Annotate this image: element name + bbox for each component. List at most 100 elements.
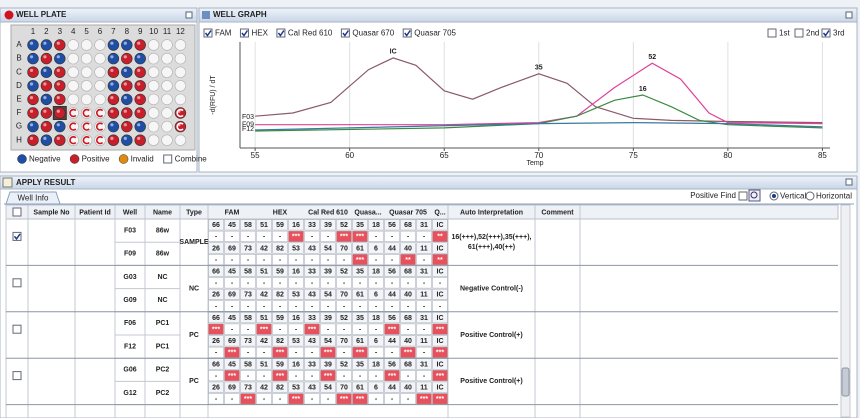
well[interactable] (174, 66, 187, 78)
well[interactable] (54, 134, 66, 146)
well[interactable] (107, 134, 120, 146)
well[interactable] (161, 66, 173, 78)
well[interactable] (134, 39, 146, 51)
well[interactable] (94, 93, 106, 106)
well[interactable] (161, 52, 173, 65)
well[interactable] (174, 52, 187, 65)
well[interactable] (94, 66, 106, 78)
well[interactable] (80, 39, 93, 51)
well[interactable] (107, 52, 120, 65)
checkbox[interactable] (203, 28, 213, 38)
well[interactable] (161, 80, 173, 92)
radio[interactable] (805, 191, 815, 201)
checkbox[interactable] (767, 28, 777, 38)
well[interactable] (40, 39, 53, 51)
panel-button[interactable] (845, 11, 853, 19)
well[interactable] (121, 66, 133, 78)
well[interactable] (134, 107, 146, 119)
well[interactable] (27, 134, 39, 146)
well[interactable] (40, 107, 53, 119)
checkbox[interactable] (163, 154, 173, 164)
well[interactable] (121, 120, 133, 133)
well[interactable] (80, 52, 93, 65)
well[interactable] (161, 120, 173, 133)
well[interactable] (54, 80, 66, 92)
tab[interactable] (5, 191, 61, 205)
checkbox[interactable] (821, 28, 831, 38)
well[interactable] (67, 66, 79, 78)
well[interactable] (40, 93, 53, 106)
checkbox[interactable] (239, 28, 249, 38)
well[interactable] (147, 66, 160, 78)
well[interactable] (107, 66, 120, 78)
well[interactable] (67, 39, 79, 51)
well[interactable] (121, 93, 133, 106)
well[interactable] (54, 66, 66, 78)
checkbox[interactable] (12, 207, 22, 217)
well[interactable] (121, 107, 133, 119)
well[interactable] (67, 52, 79, 65)
checkbox[interactable] (402, 28, 412, 38)
well[interactable] (134, 52, 146, 65)
well[interactable] (121, 134, 133, 146)
well[interactable] (54, 52, 66, 65)
panel-button[interactable] (185, 11, 193, 19)
well[interactable] (67, 80, 79, 92)
well[interactable] (174, 39, 187, 51)
well[interactable] (67, 93, 79, 106)
well[interactable] (40, 134, 53, 146)
well[interactable] (134, 93, 146, 106)
scroll-thumb[interactable] (841, 367, 850, 397)
well[interactable] (80, 66, 93, 78)
well[interactable] (134, 120, 146, 133)
well[interactable] (27, 66, 39, 78)
well[interactable] (174, 93, 187, 106)
well[interactable] (121, 80, 133, 92)
well[interactable] (134, 66, 146, 78)
well[interactable] (54, 120, 66, 133)
checkbox[interactable] (12, 278, 22, 288)
well[interactable] (40, 120, 53, 133)
well[interactable] (94, 52, 106, 65)
well[interactable] (147, 39, 160, 51)
well[interactable] (161, 39, 173, 51)
well[interactable] (27, 39, 39, 51)
well[interactable] (107, 107, 120, 119)
checkbox[interactable] (12, 371, 22, 381)
checkbox[interactable] (12, 324, 22, 334)
checkbox[interactable] (12, 231, 22, 241)
well[interactable] (40, 66, 53, 78)
well[interactable] (121, 39, 133, 51)
well[interactable] (80, 80, 93, 92)
scrollbar[interactable] (840, 204, 851, 418)
well[interactable] (27, 107, 39, 119)
well[interactable] (174, 134, 187, 146)
checkbox[interactable] (794, 28, 804, 38)
well[interactable] (27, 80, 39, 92)
well[interactable] (107, 39, 120, 51)
well[interactable] (54, 39, 66, 51)
well[interactable] (147, 80, 160, 92)
well[interactable] (147, 134, 160, 146)
well[interactable] (147, 107, 160, 119)
well[interactable] (161, 93, 173, 106)
well[interactable] (107, 120, 120, 133)
well[interactable] (94, 39, 106, 51)
checkbox[interactable] (738, 191, 748, 201)
well[interactable] (94, 80, 106, 92)
well[interactable] (27, 120, 39, 133)
checkbox[interactable] (340, 28, 350, 38)
well[interactable] (54, 93, 66, 106)
well[interactable] (174, 80, 187, 92)
well[interactable] (27, 52, 39, 65)
well[interactable] (80, 93, 93, 106)
well[interactable] (147, 52, 160, 65)
well[interactable] (134, 80, 146, 92)
well[interactable] (161, 134, 173, 146)
find-button[interactable] (748, 189, 761, 202)
well[interactable] (40, 52, 53, 65)
well[interactable] (161, 107, 173, 119)
well[interactable] (107, 93, 120, 106)
well[interactable] (121, 52, 133, 65)
checkbox[interactable] (276, 28, 286, 38)
